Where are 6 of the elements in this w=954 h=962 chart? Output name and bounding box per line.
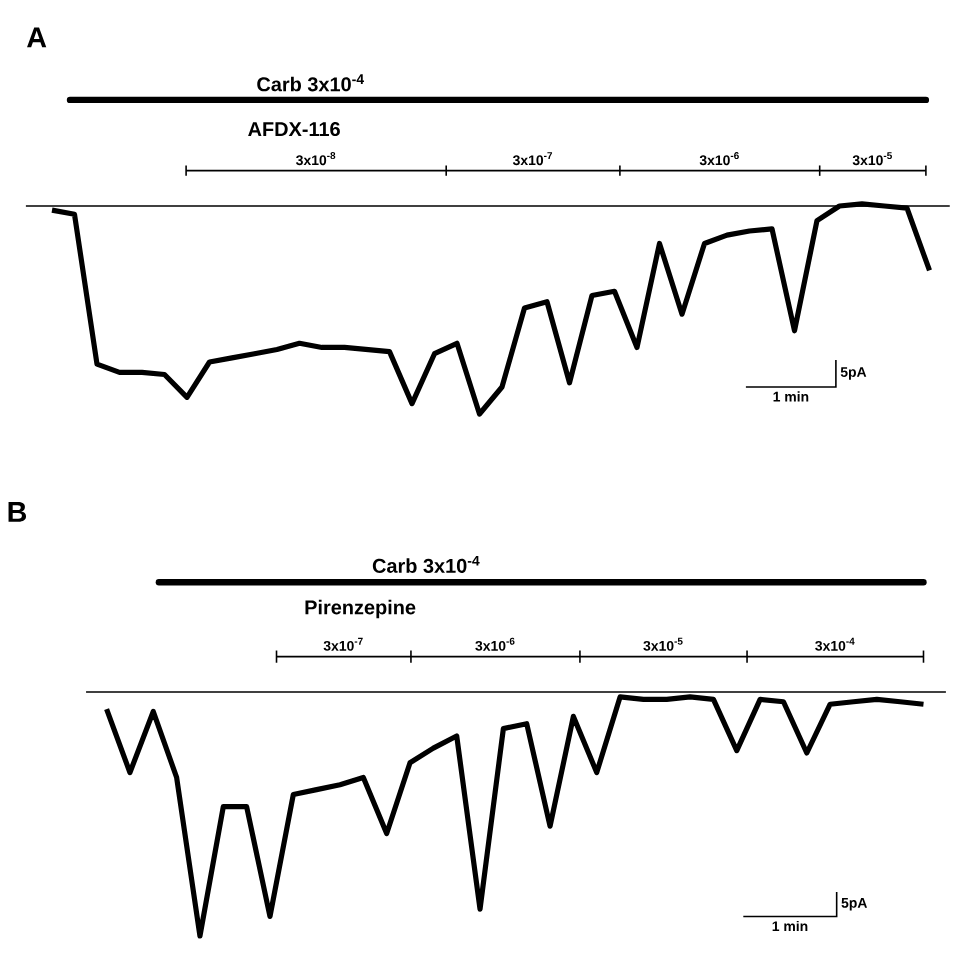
text: AFDX-116 xyxy=(248,122,340,137)
text: Carb 3x10$^{-4}$ xyxy=(372,555,480,573)
text: Pirenzepine xyxy=(305,599,416,619)
chart-title: A xyxy=(27,27,47,48)
text: Carb 3x10$^{-4}$ xyxy=(257,74,365,92)
chart-title: B xyxy=(8,502,27,522)
